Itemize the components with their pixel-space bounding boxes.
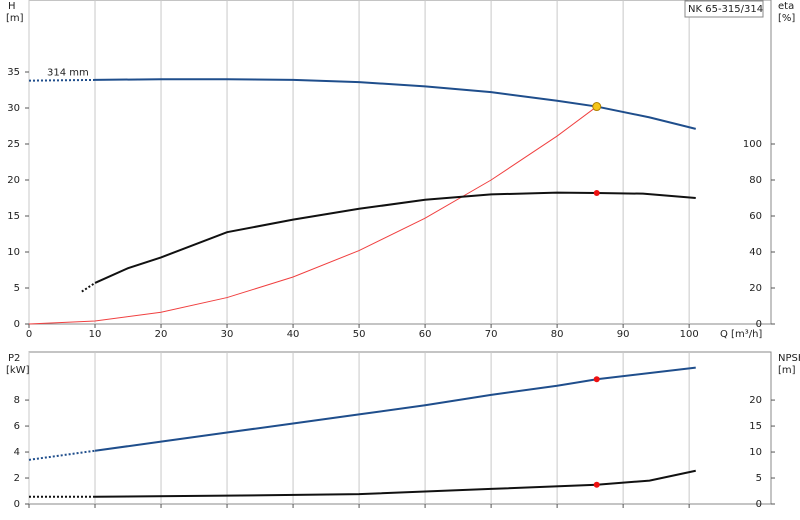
y-tick-label: 0 [14, 319, 20, 330]
y2-tick-label: 10 [749, 447, 762, 458]
curve [95, 469, 696, 498]
y-tick-label: 10 [7, 247, 20, 258]
y-tick-label: 15 [7, 211, 20, 222]
y2-tick-label: 0 [756, 319, 762, 330]
y2-tick-label: 100 [743, 139, 762, 150]
y-tick-label: 30 [7, 103, 20, 114]
y2-tick-label: 5 [756, 473, 762, 484]
x-axis-label: Q [m³/h] [720, 329, 762, 340]
curve [95, 78, 696, 130]
x-tick-label: 70 [485, 329, 498, 340]
y-tick-label: 0 [14, 499, 20, 510]
annotation: 314 mm [47, 68, 89, 79]
title-box [684, 0, 764, 18]
y2-axis-label: eta [778, 1, 794, 12]
y-tick-label: 2 [14, 473, 20, 484]
y-axis-unit: [m] [6, 13, 24, 24]
x-tick-label: 100 [680, 329, 699, 340]
y-tick-label: 4 [14, 447, 20, 458]
y2-tick-label: 80 [749, 175, 762, 186]
y2-tick-label: 60 [749, 211, 762, 222]
curve [28, 106, 598, 325]
y2-axis-unit: [%] [778, 13, 795, 24]
x-tick-label: 50 [353, 329, 366, 340]
curve [28, 78, 96, 82]
y-axis-unit: [kW] [6, 365, 30, 376]
duty-point [592, 102, 602, 112]
y-tick-label: 5 [14, 283, 20, 294]
y-axis-label: H [8, 1, 16, 12]
x-tick-label: 80 [551, 329, 564, 340]
chart-title: NK 65-315/314 [688, 4, 763, 15]
x-tick-label: 60 [419, 329, 432, 340]
duty-point [593, 189, 600, 196]
y2-tick-label: 40 [749, 247, 762, 258]
x-tick-label: 20 [155, 329, 168, 340]
curve [81, 282, 96, 293]
y2-axis-unit: [m] [778, 365, 796, 376]
y-tick-label: 25 [7, 139, 20, 150]
x-tick-label: 90 [617, 329, 630, 340]
duty-point [593, 481, 600, 488]
y2-tick-label: 15 [749, 421, 762, 432]
duty-point [593, 376, 600, 383]
curve [94, 366, 696, 452]
curve [28, 449, 96, 461]
y-axis-label: P2 [8, 353, 20, 364]
x-tick-label: 0 [26, 329, 32, 340]
plot-area [28, 0, 772, 325]
y-tick-label: 8 [14, 395, 20, 406]
y2-tick-label: 0 [756, 499, 762, 510]
plot-area [28, 351, 772, 505]
y-tick-label: 6 [14, 421, 20, 432]
curve [94, 191, 696, 284]
x-tick-label: 40 [287, 329, 300, 340]
y-tick-label: 35 [7, 67, 20, 78]
y2-tick-label: 20 [749, 283, 762, 294]
x-tick-label: 30 [221, 329, 234, 340]
y2-axis-label: NPSH [778, 353, 800, 364]
y2-tick-label: 20 [749, 395, 762, 406]
y-tick-label: 20 [7, 175, 20, 186]
x-tick-label: 10 [89, 329, 102, 340]
